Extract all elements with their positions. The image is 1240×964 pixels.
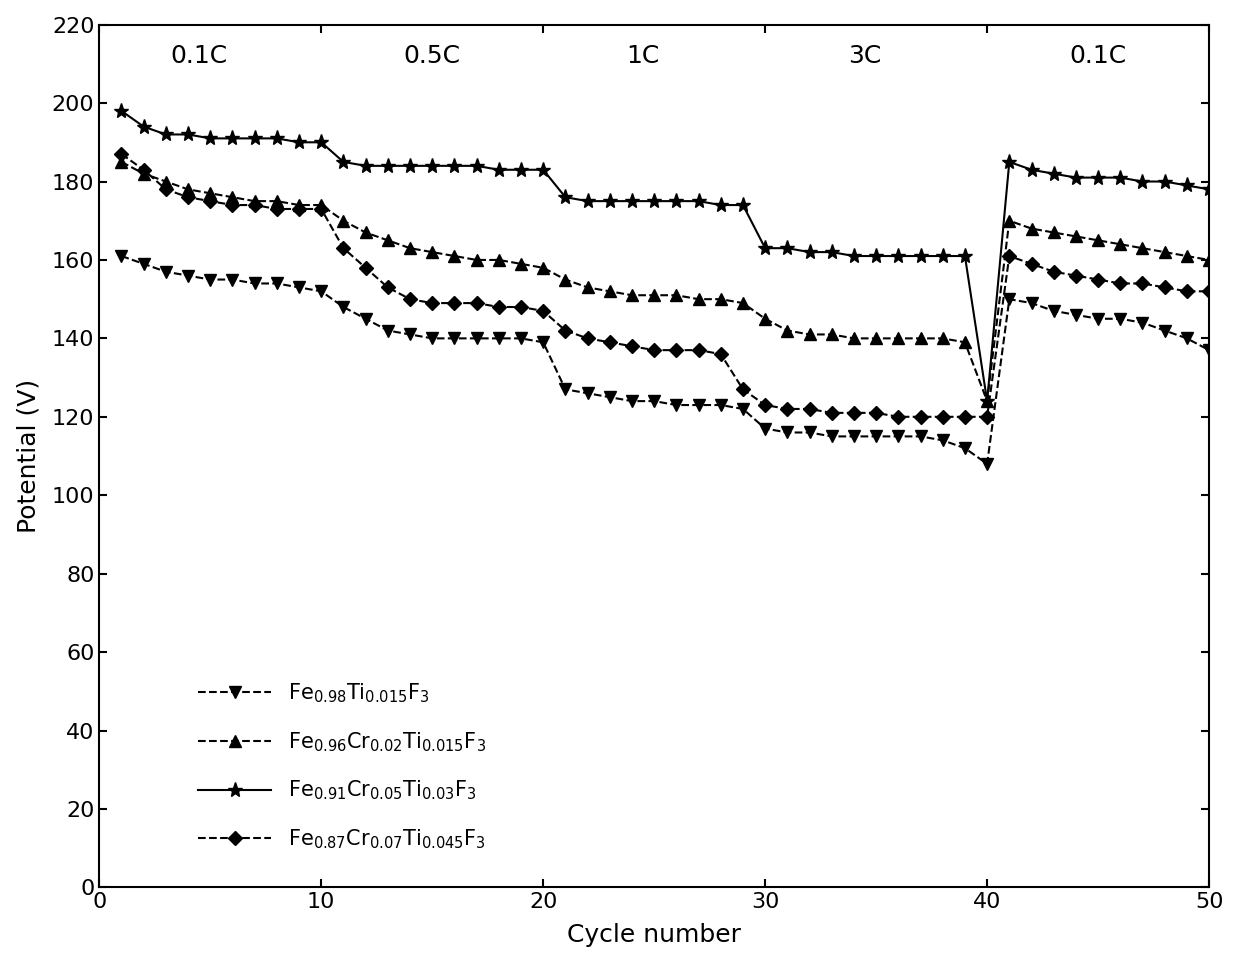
Text: 0.1C: 0.1C	[1070, 44, 1127, 68]
Text: 0.1C: 0.1C	[171, 44, 228, 68]
Text: 0.5C: 0.5C	[404, 44, 461, 68]
Legend: Fe$_{0.98}$Ti$_{0.015}$F$_3$, Fe$_{0.96}$Cr$_{0.02}$Ti$_{0.015}$F$_3$, Fe$_{0.91: Fe$_{0.98}$Ti$_{0.015}$F$_3$, Fe$_{0.96}…	[198, 682, 486, 851]
Text: 3C: 3C	[848, 44, 882, 68]
Y-axis label: Potential (V): Potential (V)	[16, 379, 41, 533]
Text: 1C: 1C	[626, 44, 660, 68]
X-axis label: Cycle number: Cycle number	[567, 924, 742, 948]
